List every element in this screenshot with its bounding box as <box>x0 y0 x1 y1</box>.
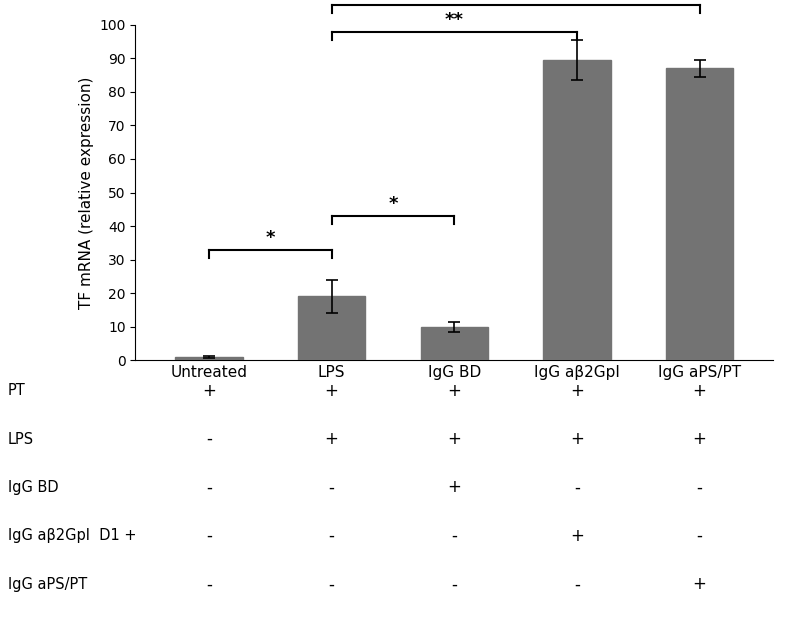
Text: -: - <box>206 430 212 448</box>
Text: -: - <box>328 576 335 593</box>
Bar <box>175 357 243 360</box>
Y-axis label: TF mRNA (relative expression): TF mRNA (relative expression) <box>79 76 94 309</box>
Text: **: ** <box>445 11 464 29</box>
Text: +: + <box>570 527 584 545</box>
Text: -: - <box>697 479 702 496</box>
Text: IgG aPS/PT: IgG aPS/PT <box>8 577 87 592</box>
Text: -: - <box>206 576 212 593</box>
Text: *: * <box>388 195 398 213</box>
Bar <box>544 60 611 360</box>
Text: **: ** <box>506 0 525 2</box>
Text: PT: PT <box>8 383 26 398</box>
Bar <box>298 296 365 360</box>
Text: +: + <box>447 430 461 448</box>
Text: -: - <box>697 527 702 545</box>
Text: IgG aβ2GpI  D1 +: IgG aβ2GpI D1 + <box>8 528 136 543</box>
Text: +: + <box>693 576 706 593</box>
Text: LPS: LPS <box>8 432 34 446</box>
Text: +: + <box>447 479 461 496</box>
Text: IgG BD: IgG BD <box>8 480 59 495</box>
Text: +: + <box>324 430 339 448</box>
Text: -: - <box>451 576 457 593</box>
Text: +: + <box>693 382 706 399</box>
Text: +: + <box>324 382 339 399</box>
Text: -: - <box>574 479 580 496</box>
Text: -: - <box>206 479 212 496</box>
Bar <box>665 68 733 360</box>
Text: -: - <box>328 527 335 545</box>
Text: +: + <box>570 382 584 399</box>
Text: -: - <box>451 527 457 545</box>
Text: -: - <box>206 527 212 545</box>
Text: *: * <box>265 229 275 247</box>
Text: +: + <box>693 430 706 448</box>
Text: +: + <box>570 430 584 448</box>
Text: +: + <box>202 382 216 399</box>
Text: -: - <box>328 479 335 496</box>
Text: +: + <box>447 382 461 399</box>
Text: -: - <box>574 576 580 593</box>
Bar <box>421 327 488 360</box>
